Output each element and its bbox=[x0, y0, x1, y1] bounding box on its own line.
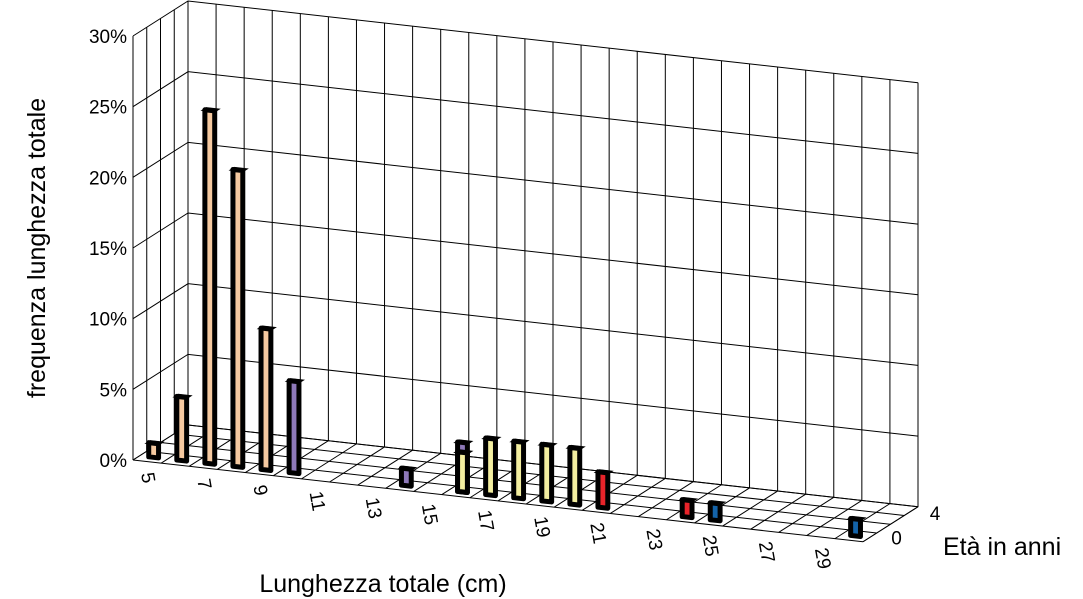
bar-top bbox=[481, 435, 502, 441]
x-tick-label: 21 bbox=[585, 521, 609, 545]
bar bbox=[202, 107, 218, 467]
bar-top bbox=[284, 378, 305, 384]
bar bbox=[230, 166, 246, 470]
tick-labels: 0% 5% 10% 15% 20% 25% 30% 5 7 9 11 13 15 17 19 21 23 25 27… bbox=[89, 27, 941, 571]
y-tick-label: 20% bbox=[89, 168, 127, 189]
x-tick-label: 15 bbox=[417, 502, 441, 526]
x-tick-label: 19 bbox=[529, 515, 553, 539]
gridline-y bbox=[132, 71, 919, 154]
z-tick-label: 0 bbox=[891, 529, 902, 550]
y-tick-label: 10% bbox=[89, 310, 127, 331]
floor-line-z bbox=[132, 459, 864, 543]
bars bbox=[144, 107, 867, 540]
y-tick-label: 25% bbox=[89, 98, 127, 119]
z-tick-label: 4 bbox=[930, 504, 941, 525]
bar bbox=[679, 497, 695, 521]
bar bbox=[286, 378, 302, 477]
x-tick-label: 29 bbox=[810, 546, 834, 570]
y-tick-label: 5% bbox=[100, 380, 128, 401]
x-tick-label: 5 bbox=[136, 471, 159, 485]
bar-top bbox=[565, 444, 586, 451]
bar bbox=[398, 465, 414, 489]
bar bbox=[483, 435, 498, 499]
bar-top bbox=[677, 497, 699, 503]
x-tick-label: 27 bbox=[754, 540, 778, 564]
x-tick-label: 25 bbox=[698, 534, 722, 558]
z-axis-title: Età in anni bbox=[943, 533, 1061, 561]
bar-top bbox=[256, 325, 277, 331]
bar-top bbox=[705, 500, 727, 506]
y-tick-label: 15% bbox=[89, 239, 127, 260]
y-axis-title: frequenza lunghezza totale bbox=[23, 98, 51, 398]
x-tick-label: 9 bbox=[248, 483, 271, 497]
bar-top bbox=[846, 515, 867, 522]
gridline-y bbox=[132, 283, 919, 366]
bar-top bbox=[172, 393, 193, 400]
bar-top bbox=[397, 465, 418, 471]
bar bbox=[455, 449, 470, 496]
right-edge bbox=[862, 82, 919, 543]
bar-top bbox=[200, 107, 221, 113]
floor-line-z bbox=[174, 433, 905, 517]
bar-top bbox=[537, 441, 558, 447]
bar bbox=[174, 393, 190, 464]
x-tick-label: 13 bbox=[361, 496, 385, 520]
y-tick-label: 0% bbox=[100, 451, 128, 472]
bar-top bbox=[593, 469, 614, 475]
gridline-y bbox=[132, 212, 919, 296]
y-tick-label: 30% bbox=[89, 27, 127, 48]
bar-top bbox=[509, 438, 530, 444]
x-tick-label: 17 bbox=[473, 509, 497, 533]
x-tick-label: 11 bbox=[305, 490, 329, 513]
bar-top bbox=[453, 439, 474, 445]
grid bbox=[132, 0, 919, 543]
gridline-y bbox=[132, 353, 919, 437]
gridline-y bbox=[132, 0, 919, 84]
x-axis-title: Lunghezza totale (cm) bbox=[259, 570, 506, 598]
bar bbox=[258, 325, 274, 474]
bar bbox=[848, 515, 863, 540]
x-tick-label: 7 bbox=[192, 477, 215, 491]
bar bbox=[539, 441, 555, 505]
bar bbox=[567, 444, 583, 508]
bar bbox=[595, 469, 611, 511]
gridline-y bbox=[132, 141, 919, 225]
bar-top bbox=[144, 440, 165, 446]
bar bbox=[511, 438, 527, 502]
bar-top bbox=[453, 449, 474, 455]
x-tick-label: 23 bbox=[641, 527, 665, 551]
bar-top bbox=[228, 166, 249, 173]
bar bbox=[707, 500, 723, 524]
